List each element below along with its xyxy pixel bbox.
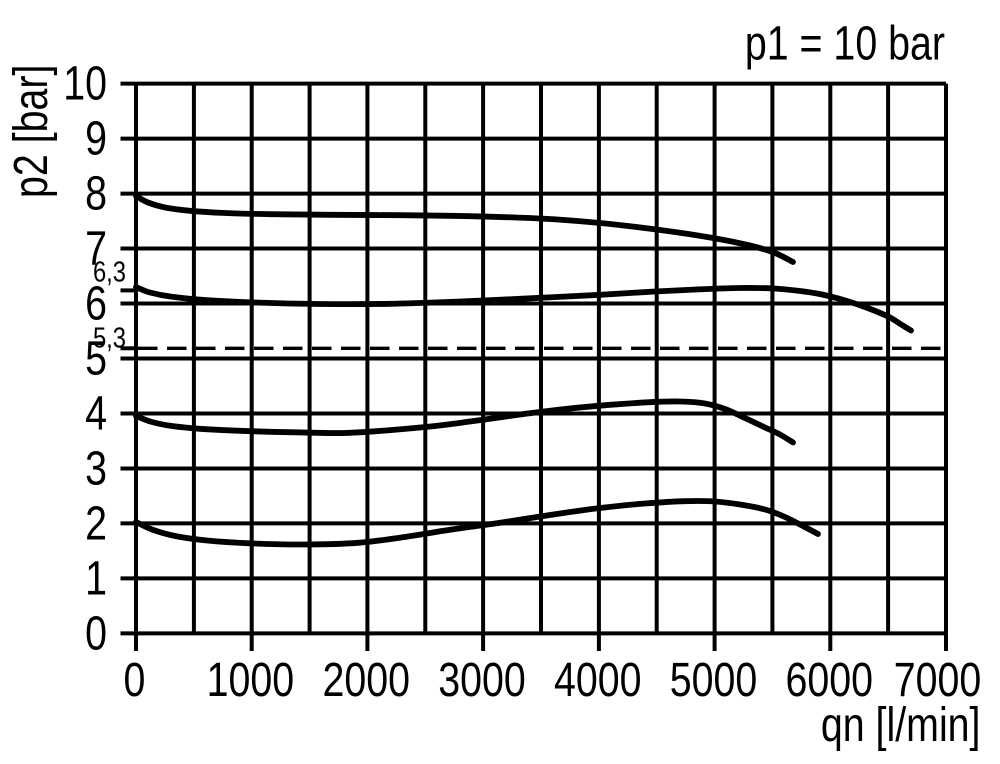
svg-text:5: 5 [85,332,107,386]
svg-text:8: 8 [85,167,107,221]
svg-text:0: 0 [85,607,107,661]
svg-text:0: 0 [124,653,146,707]
svg-text:2000: 2000 [322,653,410,707]
svg-text:9: 9 [85,112,107,166]
svg-text:6: 6 [85,277,107,331]
svg-text:p1 = 10 bar: p1 = 10 bar [745,17,945,71]
svg-text:4000: 4000 [554,653,642,707]
svg-text:qn [l/min]: qn [l/min] [821,698,981,752]
svg-text:5000: 5000 [670,653,758,707]
svg-text:3000: 3000 [438,653,526,707]
svg-text:5,3: 5,3 [93,321,126,354]
svg-text:4: 4 [85,387,107,441]
svg-text:6,3: 6,3 [93,255,126,288]
svg-text:2: 2 [85,497,107,551]
svg-text:7: 7 [85,222,107,276]
svg-text:6000: 6000 [786,653,874,707]
svg-text:1: 1 [85,552,107,606]
svg-text:3: 3 [85,442,107,496]
svg-text:1000: 1000 [207,653,295,707]
svg-text:p2 [bar]: p2 [bar] [4,65,58,198]
svg-text:7000: 7000 [894,653,982,707]
svg-text:10: 10 [63,57,107,111]
